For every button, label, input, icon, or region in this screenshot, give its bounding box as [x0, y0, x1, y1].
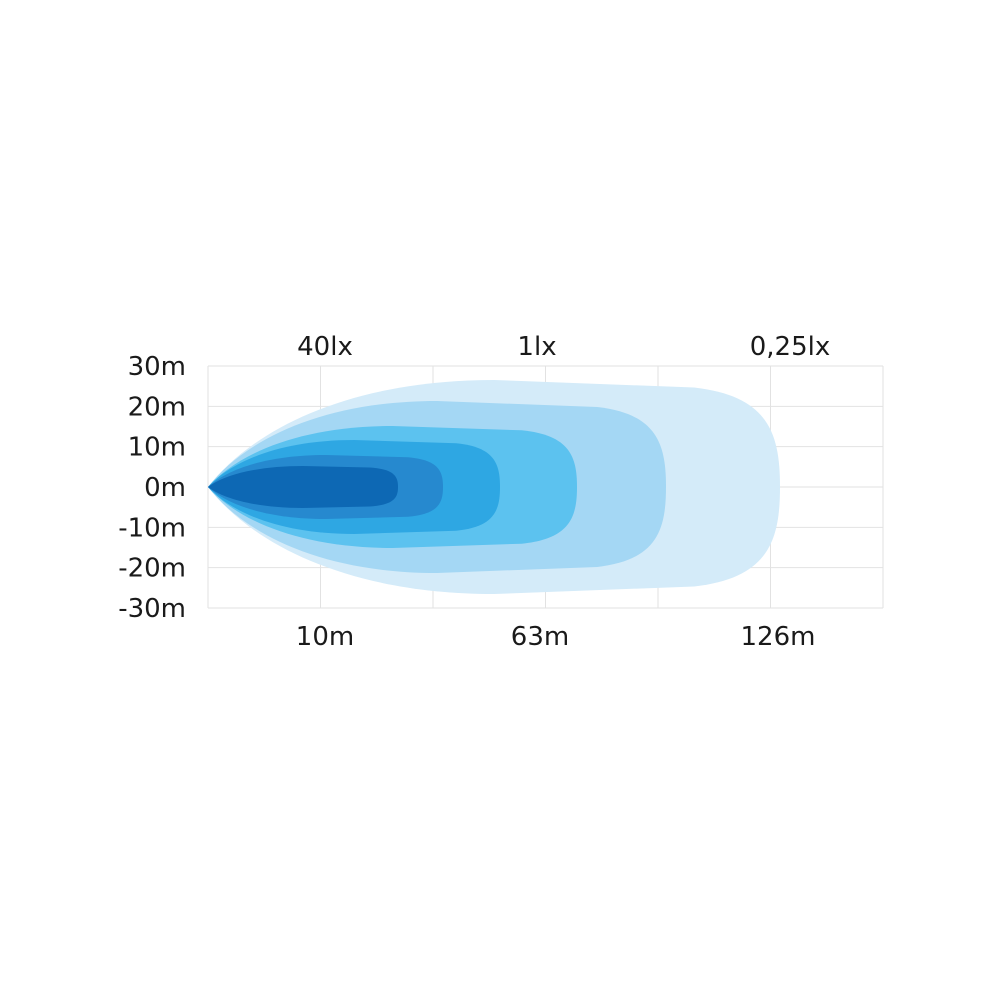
y-tick-label: -10m [118, 513, 186, 543]
y-axis-labels: 30m 20m 10m 0m -10m -20m -30m [118, 352, 186, 624]
beam-layer-6 [208, 466, 398, 508]
y-tick-label: 0m [144, 473, 186, 503]
bottom-label-63m: 63m [511, 622, 569, 652]
y-tick-label: -20m [118, 554, 186, 584]
y-tick-label: 20m [128, 392, 186, 422]
top-label-0-25lx: 0,25lx [750, 332, 831, 362]
top-label-40lx: 40lx [297, 332, 353, 362]
top-label-1lx: 1lx [517, 332, 556, 362]
y-tick-label: 10m [128, 433, 186, 463]
bottom-label-10m: 10m [296, 622, 354, 652]
beam-layers [208, 380, 780, 594]
y-tick-label: -30m [118, 594, 186, 624]
y-tick-label: 30m [128, 352, 186, 382]
bottom-label-126m: 126m [741, 622, 816, 652]
